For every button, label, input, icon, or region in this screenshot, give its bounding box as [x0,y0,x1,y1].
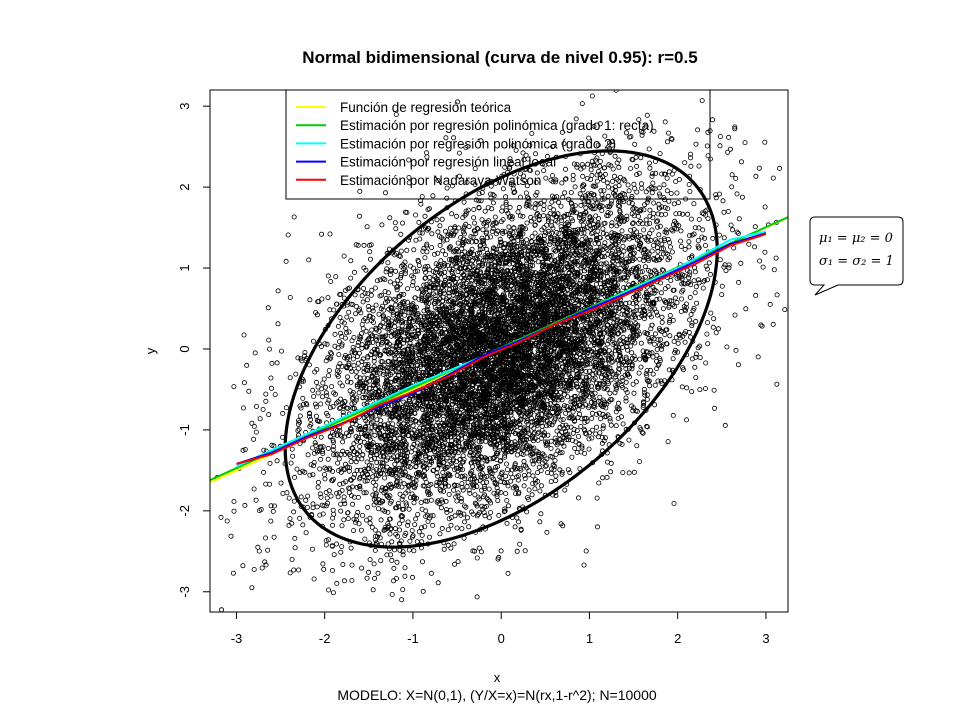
legend-label: Estimación por Nadaraya-Watson [340,173,541,188]
regression-lines [210,216,788,484]
x-tick-label: 2 [674,631,681,646]
x-tick-label: 3 [762,631,769,646]
y-tick-label: 3 [177,103,192,110]
local-linear-fit-line [236,232,767,465]
legend: Función de regresión teórica Estimación p… [285,89,711,200]
nadaraya-watson-line [236,233,767,465]
parameter-callout: μ₁ = μ₂ = 0 σ₁ = σ₂ = 1 [809,216,904,296]
y-tick-label: 1 [177,264,192,271]
x-tick-label: -3 [231,631,243,646]
callout-mean-text: μ₁ = μ₂ = 0 [819,231,893,246]
y-axis: -3 -2 -1 0 1 2 3 [177,103,211,598]
callout-bubble [809,216,904,296]
y-tick-label: -3 [177,586,192,598]
confidence-ellipse [283,149,719,549]
legend-label: Estimación por regresión lineal local [340,155,556,170]
x-axis: -3 -2 -1 0 1 2 3 [231,611,770,646]
x-tick-label: 1 [586,631,593,646]
scatter-points [214,90,788,612]
x-axis-label: x [494,670,501,685]
y-tick-label: 0 [177,345,192,352]
legend-label: Estimación por regresión polinómica (gra… [340,118,654,133]
y-axis-label: y [143,347,158,354]
y-tick-label: 2 [177,183,192,190]
model-subtitle: MODELO: X=N(0,1), (Y/X=x)=N(rx,1-r^2); N… [337,687,657,703]
chart-title: Normal bidimensional (curva de nivel 0.9… [302,48,697,67]
legend-label: Estimación por regresión polinómica (gra… [340,136,616,151]
x-tick-label: -2 [319,631,331,646]
x-tick-label: 0 [498,631,505,646]
y-tick-label: -2 [177,505,192,517]
y-tick-label: -1 [177,424,192,436]
scatter-point-markers [214,90,788,612]
legend-label: Función de regresión teórica [340,100,512,115]
x-tick-label: -1 [407,631,419,646]
callout-sd-text: σ₁ = σ₂ = 1 [819,254,894,269]
